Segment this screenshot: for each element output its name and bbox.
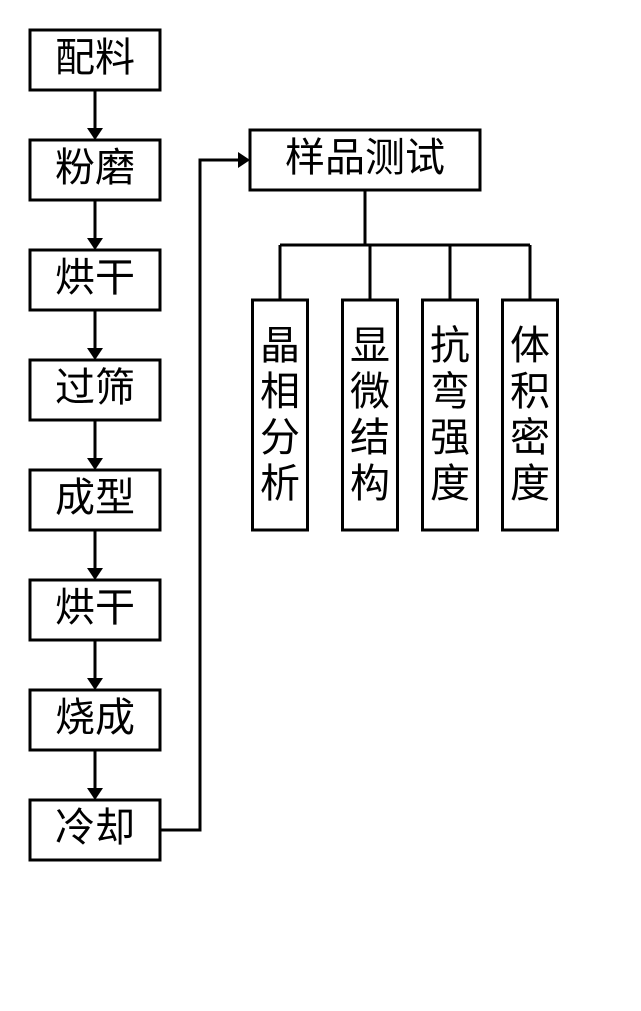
arrowhead-4-to-5 [87, 458, 103, 470]
step-3: 烘干 [30, 250, 160, 310]
test-3: 抗弯强度 [423, 300, 478, 530]
sample-test-label: 样品测试 [285, 135, 445, 180]
step-1-label: 配料 [55, 35, 135, 80]
test-1-label: 晶相分析 [260, 323, 300, 506]
test-4: 体积密度 [503, 300, 558, 530]
arrowhead-1-to-2 [87, 128, 103, 140]
step-7: 烧成 [30, 690, 160, 750]
sample-test: 样品测试 [250, 130, 480, 190]
step-3-label: 烘干 [55, 255, 135, 300]
test-2: 显微结构 [343, 300, 398, 530]
step-4-label: 过筛 [55, 365, 135, 410]
step-2: 粉磨 [30, 140, 160, 200]
test-4-label: 体积密度 [510, 323, 550, 506]
step-8-label: 冷却 [55, 805, 135, 850]
test-1: 晶相分析 [253, 300, 308, 530]
arrowhead-5-to-6 [87, 568, 103, 580]
step-6-label: 烘干 [55, 585, 135, 630]
step-2-label: 粉磨 [55, 145, 135, 190]
step-4: 过筛 [30, 360, 160, 420]
connector-cooling-to-test [160, 160, 248, 830]
step-1: 配料 [30, 30, 160, 90]
step-7-label: 烧成 [55, 695, 135, 740]
arrowhead-2-to-3 [87, 238, 103, 250]
arrowhead-to-test [238, 152, 250, 168]
arrowhead-6-to-7 [87, 678, 103, 690]
arrowhead-3-to-4 [87, 348, 103, 360]
step-5-label: 成型 [55, 475, 135, 520]
arrowhead-7-to-8 [87, 788, 103, 800]
step-5: 成型 [30, 470, 160, 530]
test-2-label: 显微结构 [350, 323, 390, 506]
test-3-label: 抗弯强度 [430, 323, 470, 506]
step-6: 烘干 [30, 580, 160, 640]
step-8: 冷却 [30, 800, 160, 860]
